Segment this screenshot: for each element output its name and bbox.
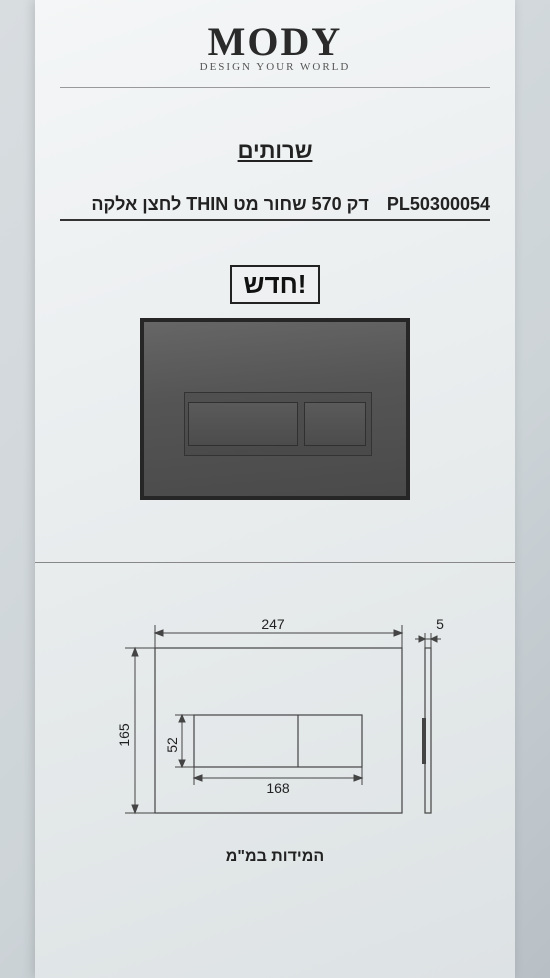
dim-inner-height: 52: [164, 737, 180, 753]
dim-height: 165: [116, 723, 132, 747]
product-row: PL50300054 לחצן אלקה THIN דק 570 שחור מט: [60, 194, 490, 221]
new-badge: חדש!: [230, 265, 321, 304]
spec-sheet: MODY DESIGN YOUR WORLD שרותים PL50300054…: [35, 0, 515, 978]
badge-wrap: חדש!: [35, 265, 515, 304]
dim-thickness: 5: [436, 616, 444, 632]
product-sku: PL50300054: [387, 194, 490, 215]
mid-divider: [35, 562, 515, 563]
header: MODY DESIGN YOUR WORLD: [35, 0, 515, 73]
photo-flush-button-small: [304, 402, 366, 446]
product-photo: [140, 318, 410, 500]
dimensions-caption: המידות במ"מ: [35, 848, 515, 866]
section-title: שרותים: [35, 138, 515, 164]
header-rule: [60, 87, 490, 88]
photo-flush-button-large: [188, 402, 298, 446]
brand-tagline: DESIGN YOUR WORLD: [35, 61, 515, 73]
product-description: לחצן אלקה THIN דק 570 שחור מט: [91, 194, 369, 215]
brand-logo: MODY: [35, 18, 515, 65]
dimension-diagram: 247 165 52: [85, 603, 465, 838]
dim-width: 247: [261, 616, 285, 632]
dim-inner-width: 168: [266, 780, 290, 796]
